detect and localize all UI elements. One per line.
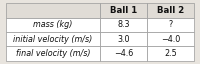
Bar: [6, 46, 100, 61]
Bar: [147, 3, 194, 18]
Text: −4.0: −4.0: [161, 35, 180, 44]
Text: final velocity (m/s): final velocity (m/s): [16, 49, 90, 58]
Text: 3.0: 3.0: [117, 35, 130, 44]
Bar: [147, 46, 194, 61]
Text: ?: ?: [168, 20, 173, 29]
Bar: [6, 32, 100, 46]
Bar: [100, 32, 147, 46]
Bar: [100, 46, 147, 61]
Bar: [147, 18, 194, 32]
Text: initial velocity (m/s): initial velocity (m/s): [13, 35, 93, 44]
Bar: [147, 32, 194, 46]
Bar: [100, 3, 147, 18]
Bar: [6, 18, 100, 32]
Text: mass (kg): mass (kg): [33, 20, 73, 29]
Text: Ball 1: Ball 1: [110, 6, 137, 15]
Bar: [100, 18, 147, 32]
Text: 2.5: 2.5: [164, 49, 177, 58]
Bar: [6, 3, 100, 18]
Text: −4.6: −4.6: [114, 49, 133, 58]
Text: 8.3: 8.3: [117, 20, 130, 29]
Text: Ball 2: Ball 2: [157, 6, 184, 15]
